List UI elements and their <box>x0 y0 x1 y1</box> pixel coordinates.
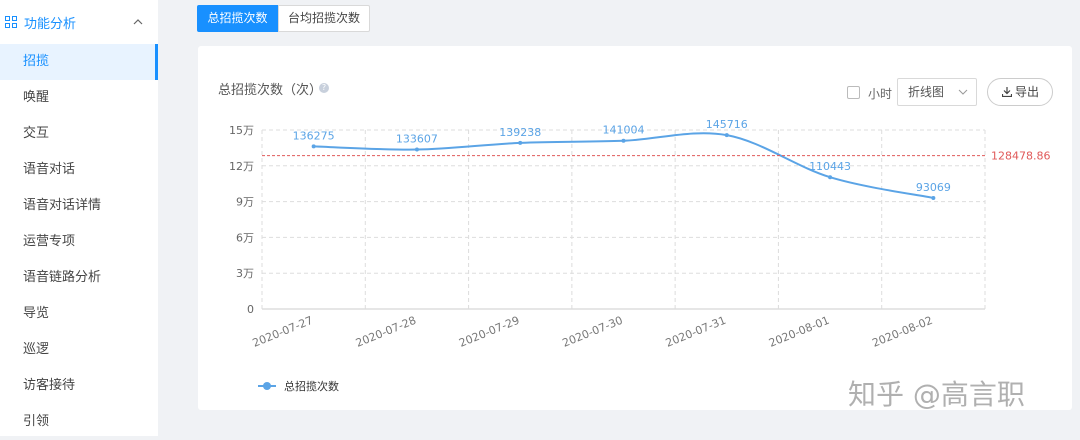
sidebar-item[interactable]: 导览 <box>23 306 50 321</box>
legend-label: 总招揽次数 <box>284 379 339 393</box>
data-label: 141004 <box>603 124 645 137</box>
download-icon <box>1002 87 1012 97</box>
data-label: 136275 <box>293 129 335 142</box>
data-point <box>828 175 833 180</box>
data-point <box>518 140 523 145</box>
sidebar-item[interactable]: 交互 <box>23 126 50 141</box>
sidebar-item[interactable]: 运营专项 <box>23 234 76 249</box>
export-button[interactable]: 导出 <box>987 78 1053 106</box>
export-label: 导出 <box>1015 85 1040 99</box>
x-tick-label: 2020-08-01 <box>767 314 831 350</box>
data-label: 93069 <box>916 181 951 194</box>
sidebar-item[interactable]: 引领 <box>23 414 50 429</box>
x-tick-label: 2020-07-28 <box>354 314 418 350</box>
card-title: 总招揽次数（次） <box>218 83 323 98</box>
x-tick-label: 2020-07-29 <box>457 314 521 350</box>
legend-marker <box>263 382 271 390</box>
watermark: 知乎 @高言职 <box>848 378 1025 411</box>
sidebar-item[interactable]: 招揽 <box>0 44 158 80</box>
y-tick-label: 15万 <box>229 124 254 137</box>
sidebar-section[interactable]: 功能分析 <box>24 17 77 32</box>
data-point <box>621 138 626 143</box>
sidebar-item[interactable]: 访客接待 <box>23 378 76 393</box>
sidebar-item[interactable]: 语音链路分析 <box>23 270 102 285</box>
data-label: 110443 <box>809 160 851 173</box>
y-tick-label: 6万 <box>236 231 254 244</box>
help-icon[interactable]: ? <box>319 83 329 93</box>
collapse-caret[interactable] <box>133 18 143 26</box>
data-point <box>414 147 419 152</box>
select-value: 折线图 <box>908 85 945 99</box>
sidebar-item[interactable]: 巡逻 <box>23 342 50 357</box>
y-tick-label: 3万 <box>236 267 254 280</box>
y-tick-label: 12万 <box>229 160 254 173</box>
hour-checkbox[interactable] <box>847 86 860 99</box>
chart-card: 总招揽次数（次） ? 小时 折线图 导出 <box>198 46 1072 410</box>
x-tick-label: 2020-07-31 <box>664 314 728 350</box>
y-tick-label: 0 <box>247 303 254 316</box>
data-point <box>724 133 729 138</box>
data-label: 145716 <box>706 118 748 131</box>
sidebar-item[interactable]: 语音对话 <box>23 162 76 177</box>
select-caret <box>958 89 968 95</box>
x-tick-label: 2020-07-30 <box>560 314 624 350</box>
reference-label: 128478.86 <box>991 150 1051 163</box>
sidebar: 功能分析 招揽唤醒交互语音对话语音对话详情 运营专项语音链路分析 导览巡逻访客接待引… <box>0 0 158 436</box>
sidebar-item[interactable]: 唤醒 <box>23 90 50 105</box>
x-tick-label: 2020-08-02 <box>870 314 934 350</box>
sidebar-item[interactable]: 语音对话详情 <box>23 198 102 213</box>
y-tick-label: 9万 <box>236 196 254 209</box>
data-point <box>931 195 936 200</box>
grid-icon <box>5 16 17 28</box>
data-label: 139238 <box>499 126 541 139</box>
hour-label[interactable]: 小时 <box>868 87 893 101</box>
tab[interactable]: 总招揽次数 <box>197 5 278 32</box>
data-label: 133607 <box>396 133 438 146</box>
tab[interactable]: 台均招揽次数 <box>278 5 370 32</box>
chart-type-select[interactable]: 折线图 <box>897 78 977 106</box>
x-tick-label: 2020-07-27 <box>251 314 315 350</box>
data-point <box>311 144 316 149</box>
